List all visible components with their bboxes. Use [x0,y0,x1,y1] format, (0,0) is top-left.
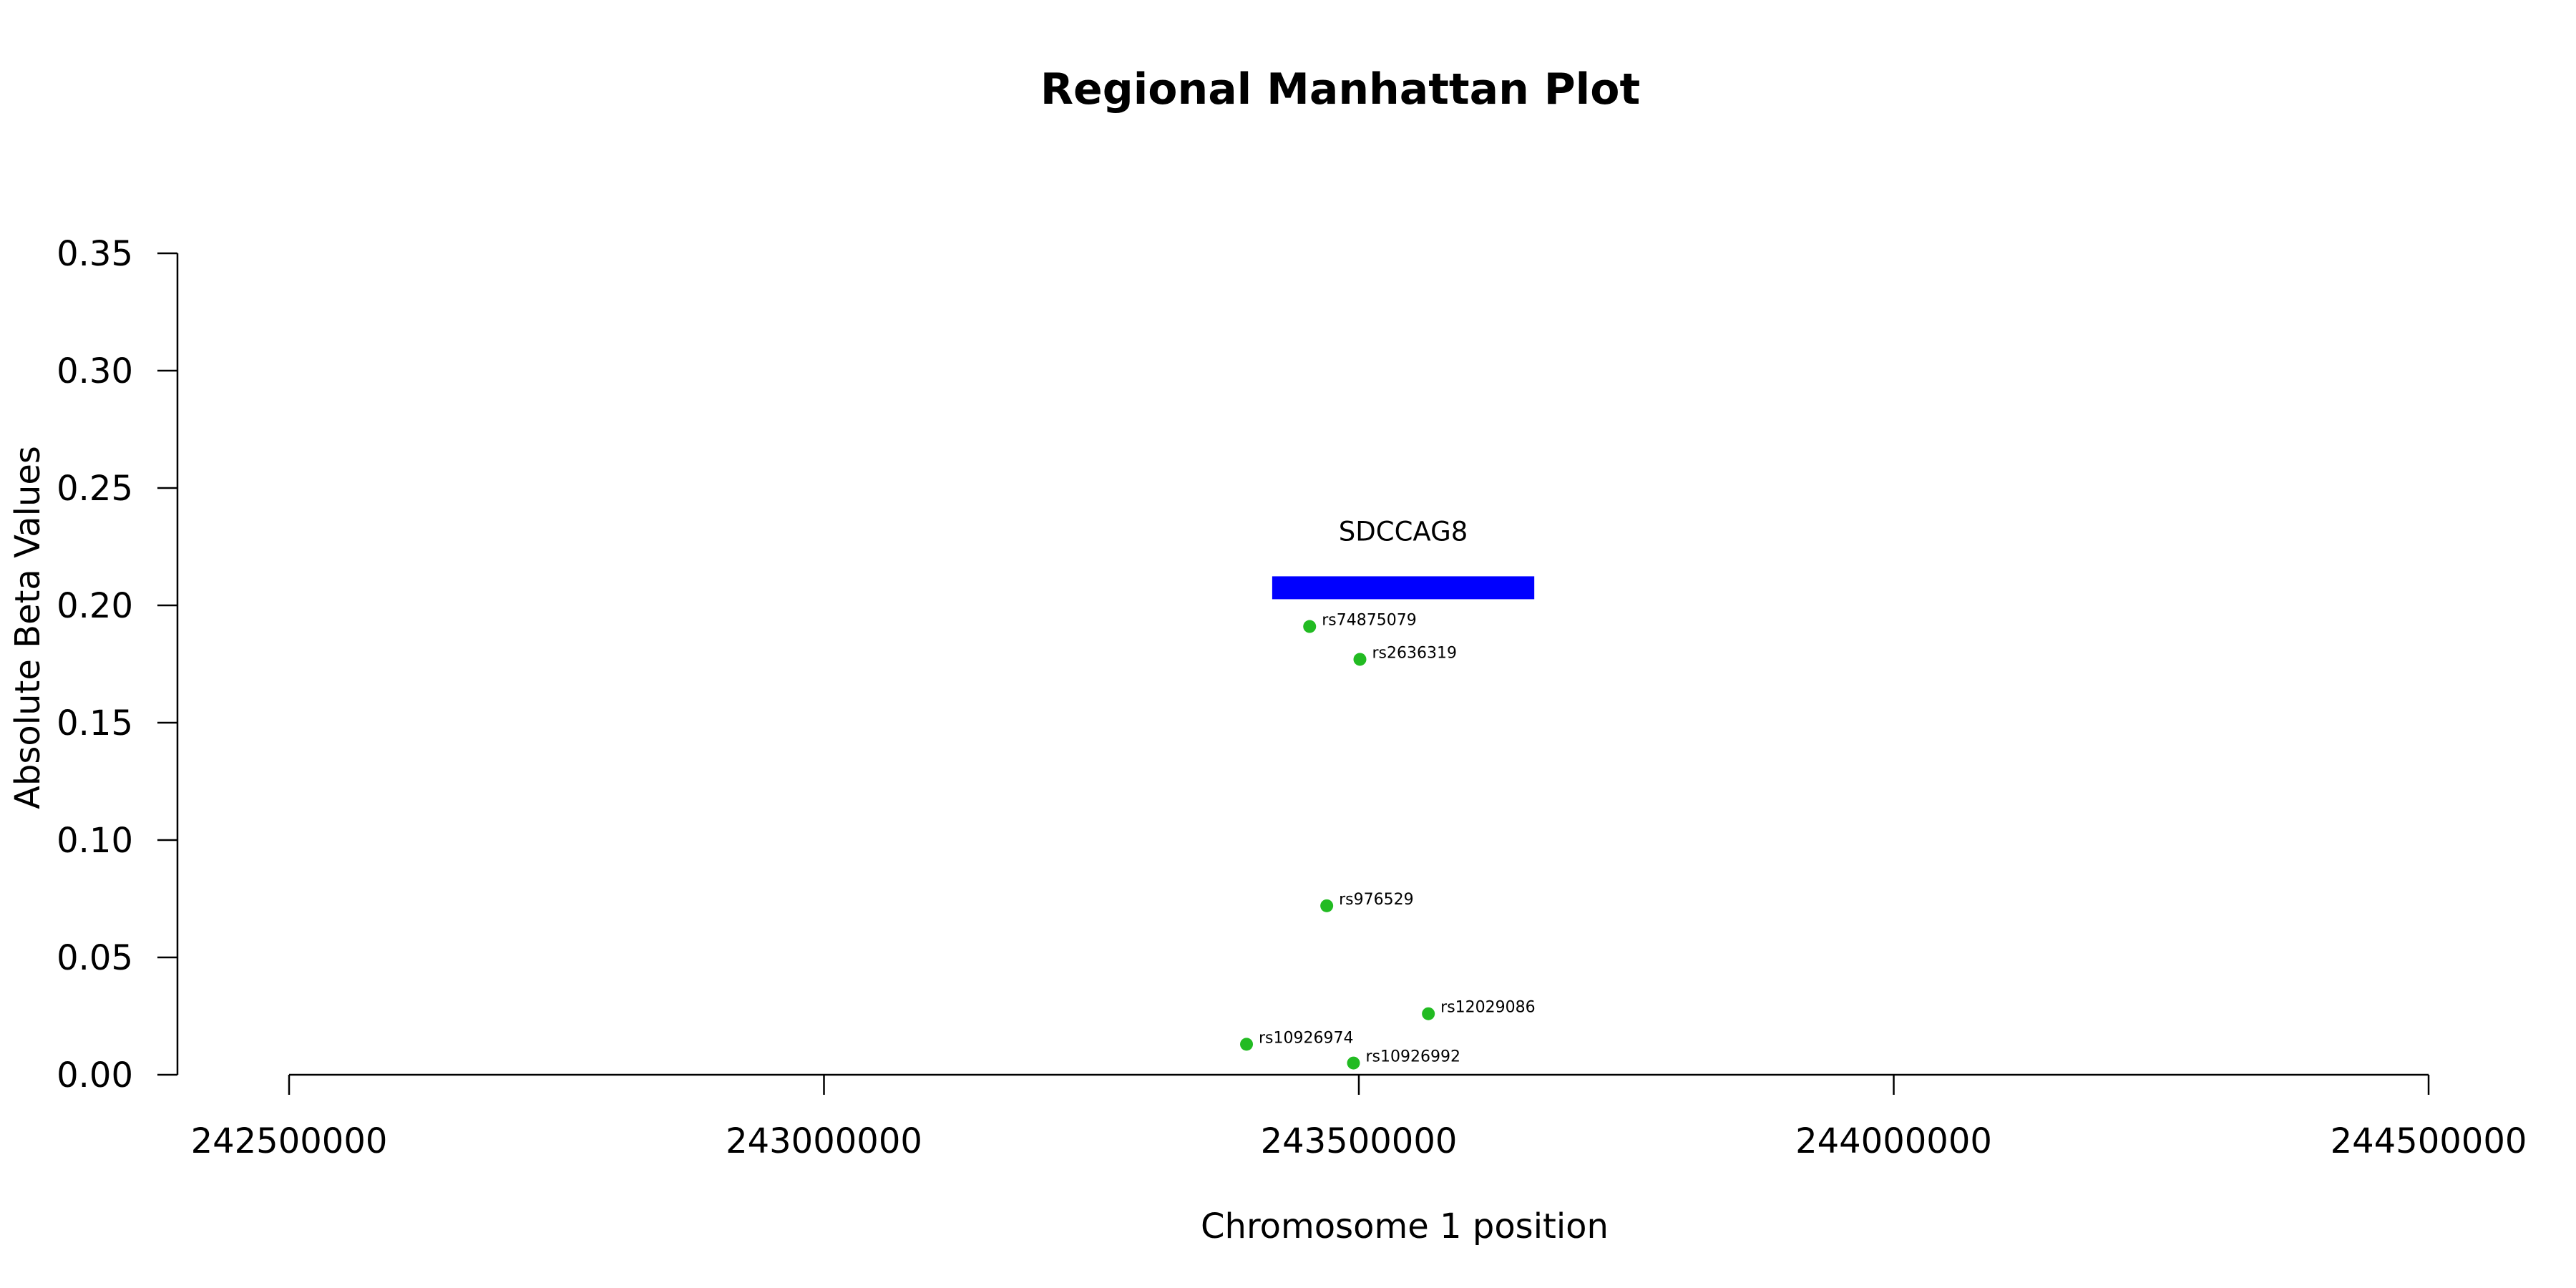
snp-label: rs74875079 [1322,612,1416,630]
snp-point [1240,1038,1254,1051]
y-tick-label: 0.00 [57,1055,133,1096]
snp-label: rs976529 [1339,891,1414,909]
x-tick-label: 244500000 [2331,1121,2527,1161]
snp-label: rs10926992 [1366,1048,1460,1066]
snp-point [1347,1056,1360,1070]
y-axis-label: Absolute Beta Values [8,446,48,809]
x-tick-label: 243000000 [726,1121,922,1161]
snp-label: rs12029086 [1440,999,1535,1017]
y-tick-label: 0.25 [57,469,133,509]
x-axis-label: Chromosome 1 position [1201,1206,1609,1246]
snp-point [1303,620,1317,633]
y-tick-label: 0.05 [57,938,133,978]
axes: 0.00 0.05 0.10 0.15 0.20 0.25 0.30 0.35 24250000… [57,234,2527,1161]
y-tick-label: 0.35 [57,234,133,274]
y-tick-label: 0.30 [57,351,133,391]
chart-title: Regional Manhattan Plot [1040,64,1640,114]
snp-point [1353,653,1367,666]
x-tick-label: 244000000 [1795,1121,1992,1161]
y-tick-label: 0.10 [57,821,133,861]
snp-label: rs2636319 [1372,644,1457,662]
snp-label: rs10926974 [1259,1029,1353,1047]
snp-point [1422,1007,1435,1020]
gene-label: SDCCAG8 [1339,516,1468,547]
x-tick-label: 243500000 [1261,1121,1458,1161]
snp-point [1320,899,1334,912]
gene-track: SDCCAG8 [1272,516,1535,600]
gene-bar [1272,576,1535,600]
x-tick-label: 242500000 [191,1121,388,1161]
y-tick-label: 0.20 [57,586,133,626]
data-points: rs74875079 rs2636319 rs976529 rs12029086 rs1… [1240,612,1536,1070]
y-tick-label: 0.15 [57,703,133,743]
